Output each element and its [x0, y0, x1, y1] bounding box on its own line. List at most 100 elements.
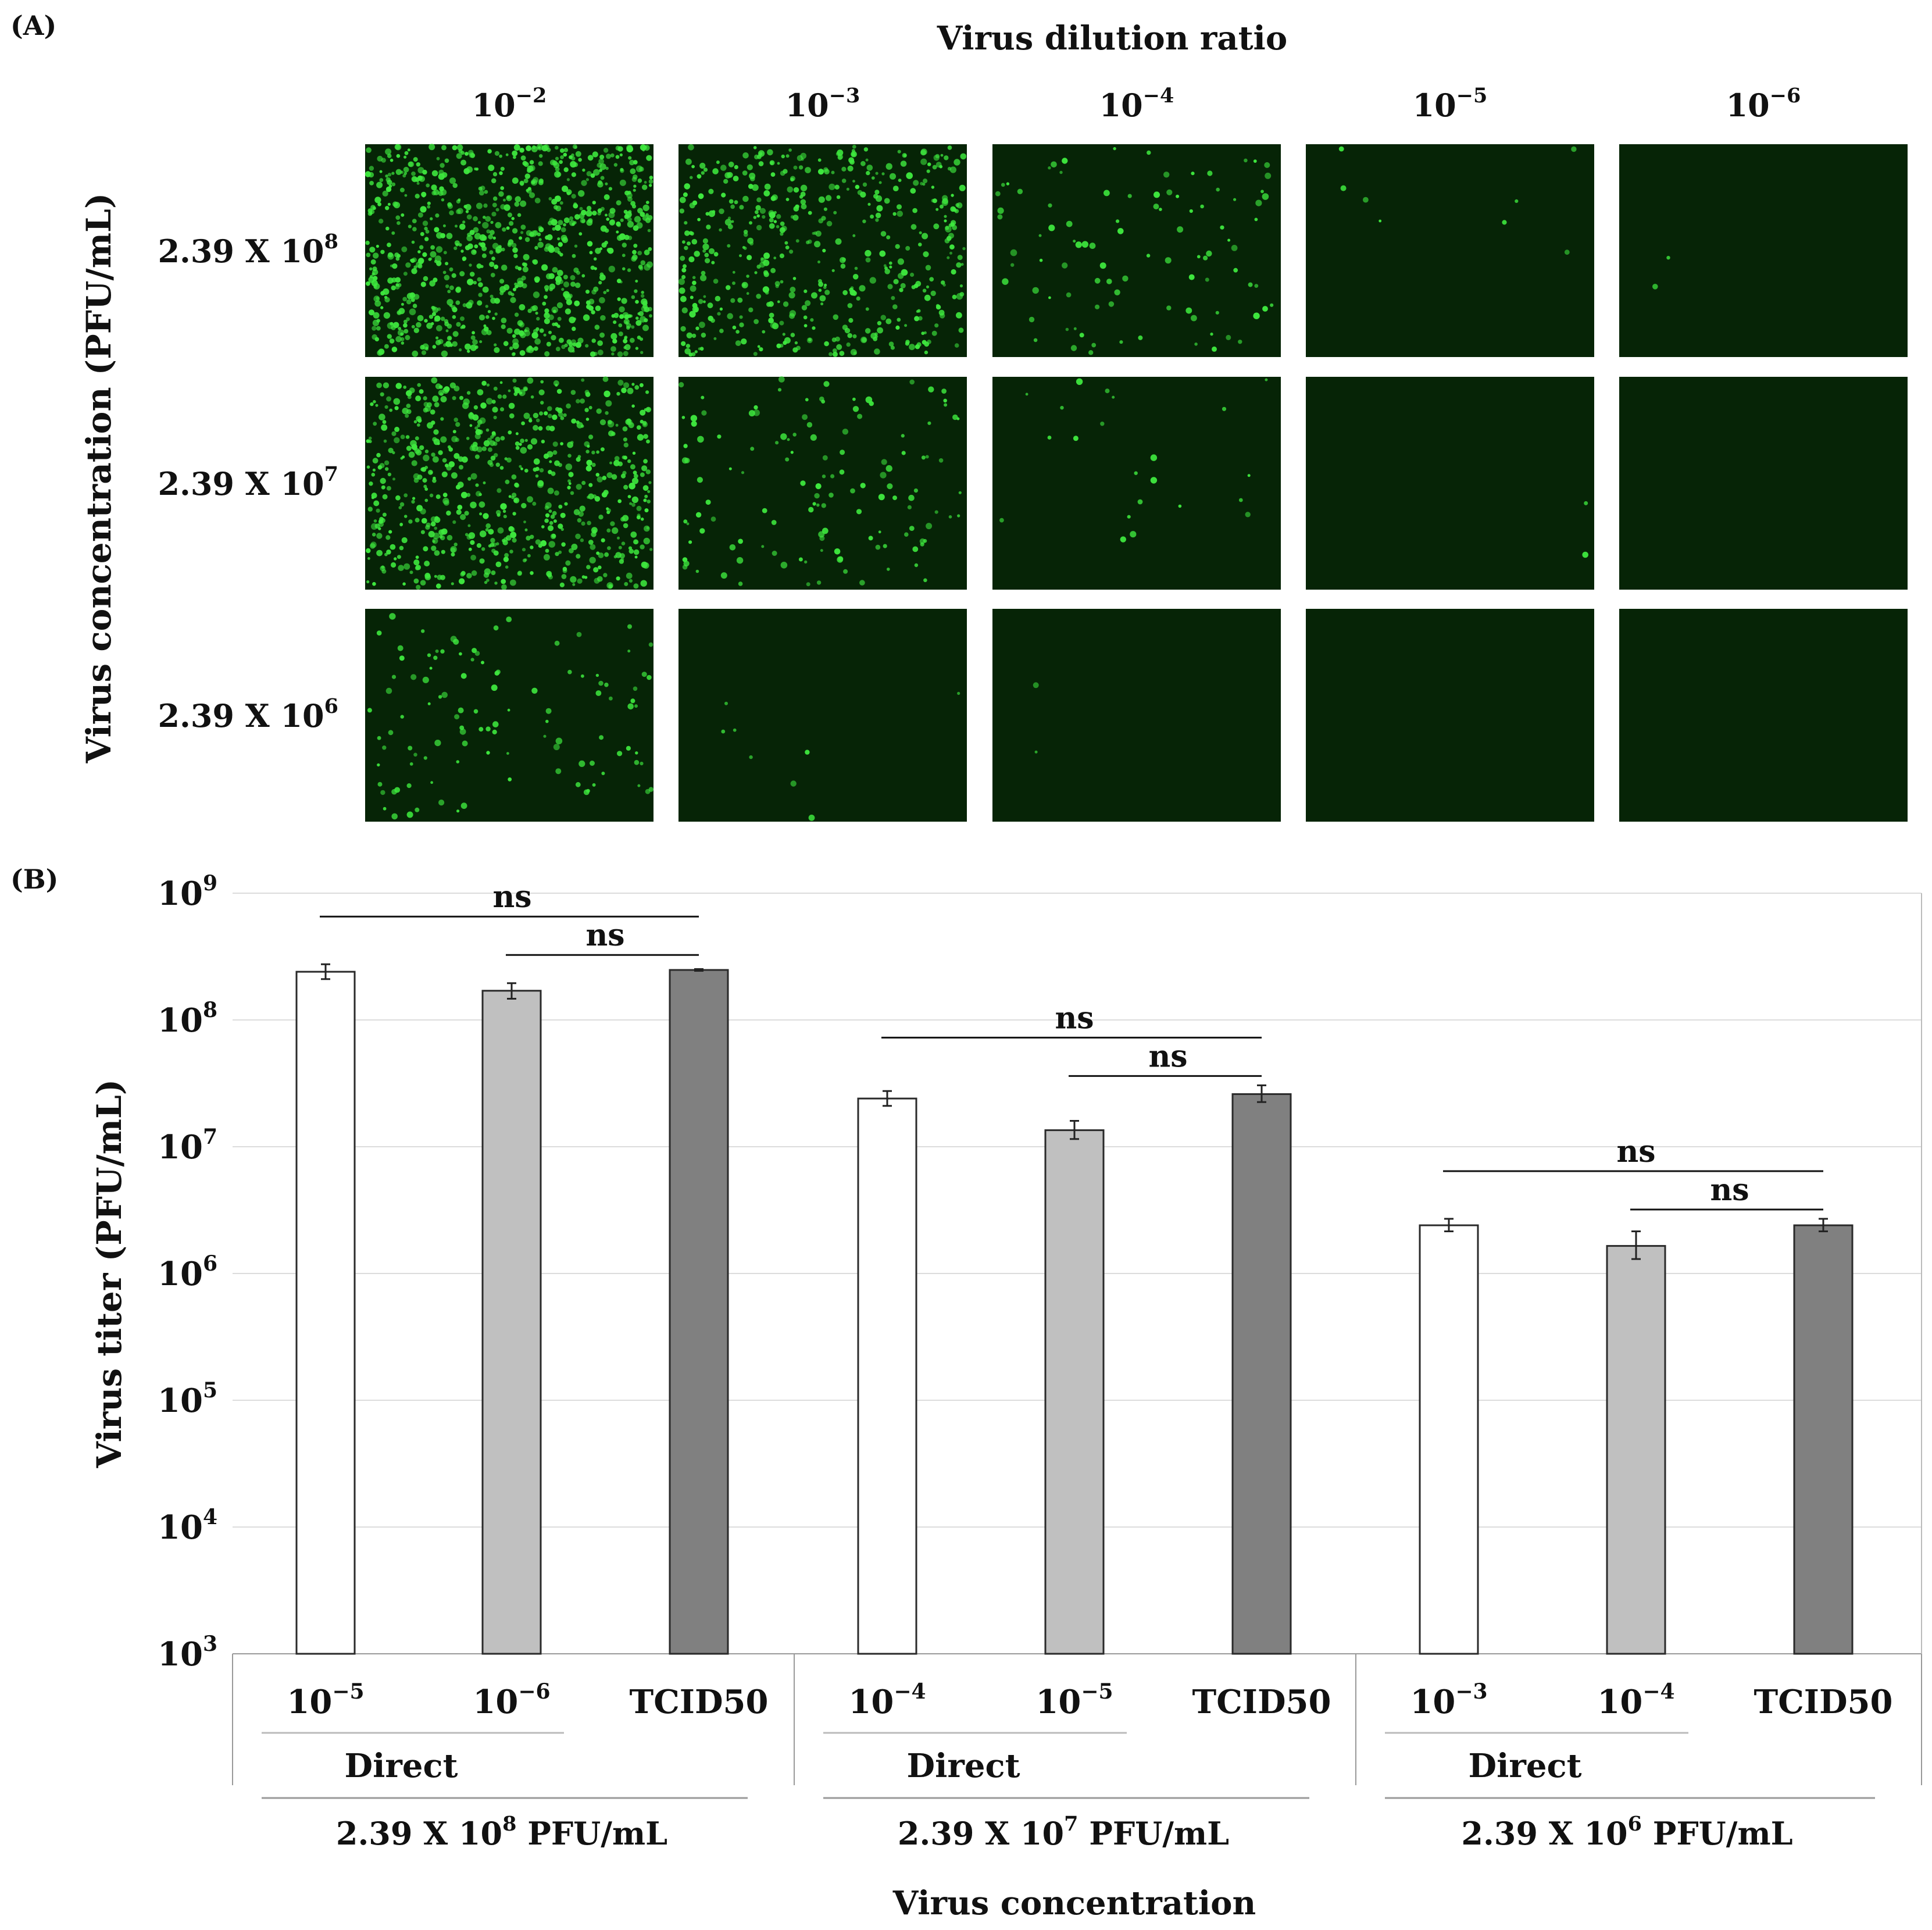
infected-cell-spot	[728, 467, 732, 470]
infected-cell-spot	[885, 318, 892, 324]
infected-cell-spot	[535, 539, 541, 545]
infected-cell-spot	[933, 223, 940, 230]
infected-cell-spot	[373, 312, 380, 319]
infected-cell-spot	[780, 433, 787, 440]
infected-cell-spot	[491, 399, 496, 404]
infected-cell-spot	[497, 513, 501, 517]
infected-cell-spot	[380, 249, 385, 254]
infected-cell-spot	[641, 294, 645, 298]
infected-cell-spot	[572, 222, 575, 226]
infected-cell-spot	[759, 208, 766, 214]
infected-cell-spot	[797, 155, 803, 161]
infected-cell-spot	[628, 483, 635, 490]
infected-cell-spot	[447, 290, 451, 294]
infected-cell-spot	[630, 201, 635, 206]
infected-cell-spot	[849, 290, 856, 296]
infected-cell-spot	[413, 578, 419, 584]
infected-cell-spot	[895, 325, 900, 330]
fluorescence-well	[365, 376, 653, 590]
infected-cell-spot	[639, 266, 644, 271]
infected-cell-spot	[420, 232, 424, 236]
infected-cell-spot	[458, 243, 462, 247]
infected-cell-spot	[633, 473, 638, 479]
infected-cell-spot	[885, 465, 892, 472]
infected-cell-spot	[1006, 182, 1010, 185]
infected-cell-spot	[616, 576, 620, 581]
infected-cell-spot	[438, 390, 444, 396]
infected-cell-spot	[517, 213, 522, 217]
infected-cell-spot	[619, 153, 623, 156]
infected-cell-spot	[530, 545, 534, 550]
infected-cell-spot	[470, 501, 477, 509]
infected-cell-spot	[851, 149, 855, 153]
infected-cell-spot	[593, 352, 598, 356]
infected-cell-spot	[500, 503, 507, 510]
infected-cell-spot	[634, 216, 641, 223]
infected-cell-spot	[1255, 199, 1262, 206]
infected-cell-spot	[962, 247, 966, 251]
infected-cell-spot	[560, 512, 566, 518]
infected-cell-spot	[424, 319, 428, 323]
infected-cell-spot	[627, 268, 631, 272]
infected-cell-spot	[792, 215, 799, 221]
infected-cell-spot	[528, 192, 535, 198]
infected-cell-spot	[597, 576, 603, 582]
infected-cell-spot	[605, 166, 609, 170]
infected-cell-spot	[577, 578, 583, 584]
infected-cell-spot	[952, 294, 957, 299]
infected-cell-spot	[395, 495, 401, 501]
infected-cell-spot	[473, 405, 478, 410]
infected-cell-spot	[1212, 346, 1217, 352]
infected-cell-spot	[458, 578, 465, 584]
infected-cell-spot	[701, 270, 706, 276]
infected-cell-spot	[1116, 219, 1120, 223]
infected-cell-spot	[637, 434, 644, 441]
infected-cell-spot	[949, 244, 955, 250]
infected-cell-spot	[768, 210, 774, 216]
infected-cell-spot	[543, 554, 550, 561]
infected-cell-spot	[548, 413, 552, 419]
infected-cell-spot	[586, 459, 592, 466]
infected-cell-spot	[649, 548, 653, 551]
infected-cell-spot	[402, 408, 409, 415]
infected-cell-spot	[417, 383, 421, 387]
infected-cell-spot	[634, 539, 639, 545]
infected-cell-spot	[428, 144, 435, 151]
infected-cell-spot	[822, 475, 826, 479]
infected-cell-spot	[905, 340, 910, 344]
infected-cell-spot	[825, 195, 832, 201]
infected-cell-spot	[382, 190, 388, 197]
infected-cell-spot	[458, 707, 464, 714]
infected-cell-spot	[914, 316, 920, 322]
infected-cell-spot	[1652, 284, 1658, 290]
infected-cell-spot	[749, 221, 752, 225]
infected-cell-spot	[481, 547, 485, 551]
infected-cell-spot	[1207, 170, 1213, 176]
infected-cell-spot	[482, 286, 489, 293]
infected-cell-spot	[558, 504, 563, 509]
infected-cell-spot	[403, 329, 409, 334]
infected-cell-spot	[556, 172, 562, 177]
infected-cell-spot	[627, 624, 632, 629]
infected-cell-spot	[495, 561, 502, 568]
infected-cell-spot	[563, 152, 567, 157]
infected-cell-spot	[708, 315, 713, 322]
infected-cell-spot	[636, 515, 641, 520]
infected-cell-spot	[560, 416, 565, 420]
infected-cell-spot	[898, 179, 902, 182]
infected-cell-spot	[544, 312, 548, 315]
infected-cell-spot	[581, 180, 587, 186]
infected-cell-spot	[910, 272, 915, 277]
infected-cell-spot	[690, 176, 693, 180]
infected-cell-spot	[371, 473, 376, 477]
infected-cell-spot	[505, 565, 509, 569]
infected-cell-spot	[555, 224, 561, 231]
infected-cell-spot	[478, 727, 484, 732]
infected-cell-spot	[486, 398, 493, 405]
infected-cell-spot	[803, 315, 808, 320]
infected-cell-spot	[490, 440, 495, 447]
infected-cell-spot	[391, 285, 396, 291]
infected-cell-spot	[605, 182, 608, 185]
infected-cell-spot	[469, 263, 472, 267]
infected-cell-spot	[522, 160, 527, 166]
